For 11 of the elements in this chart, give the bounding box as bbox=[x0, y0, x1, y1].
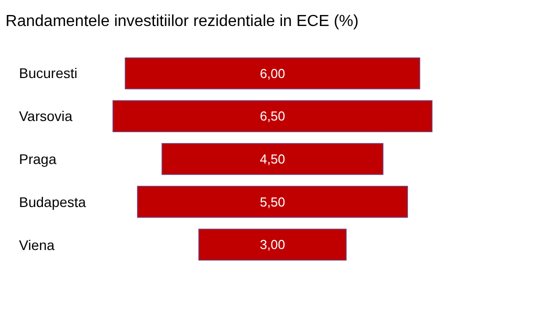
data-label: 5,50 bbox=[260, 194, 286, 210]
category-label: Bucuresti bbox=[19, 65, 78, 81]
category-label: Budapesta bbox=[19, 194, 86, 210]
data-label: 4,50 bbox=[260, 152, 286, 166]
text: Randamentele investitiilor rezidentiale in ECE (%) bbox=[6, 13, 359, 30]
data-label: 3,00 bbox=[260, 237, 286, 252]
data-label: 6,50 bbox=[260, 108, 286, 124]
category-label: Praga bbox=[19, 151, 57, 167]
category-label: Viena bbox=[19, 237, 55, 253]
data-label: 6,00 bbox=[260, 66, 286, 81]
category-label: Varsovia bbox=[19, 108, 73, 124]
